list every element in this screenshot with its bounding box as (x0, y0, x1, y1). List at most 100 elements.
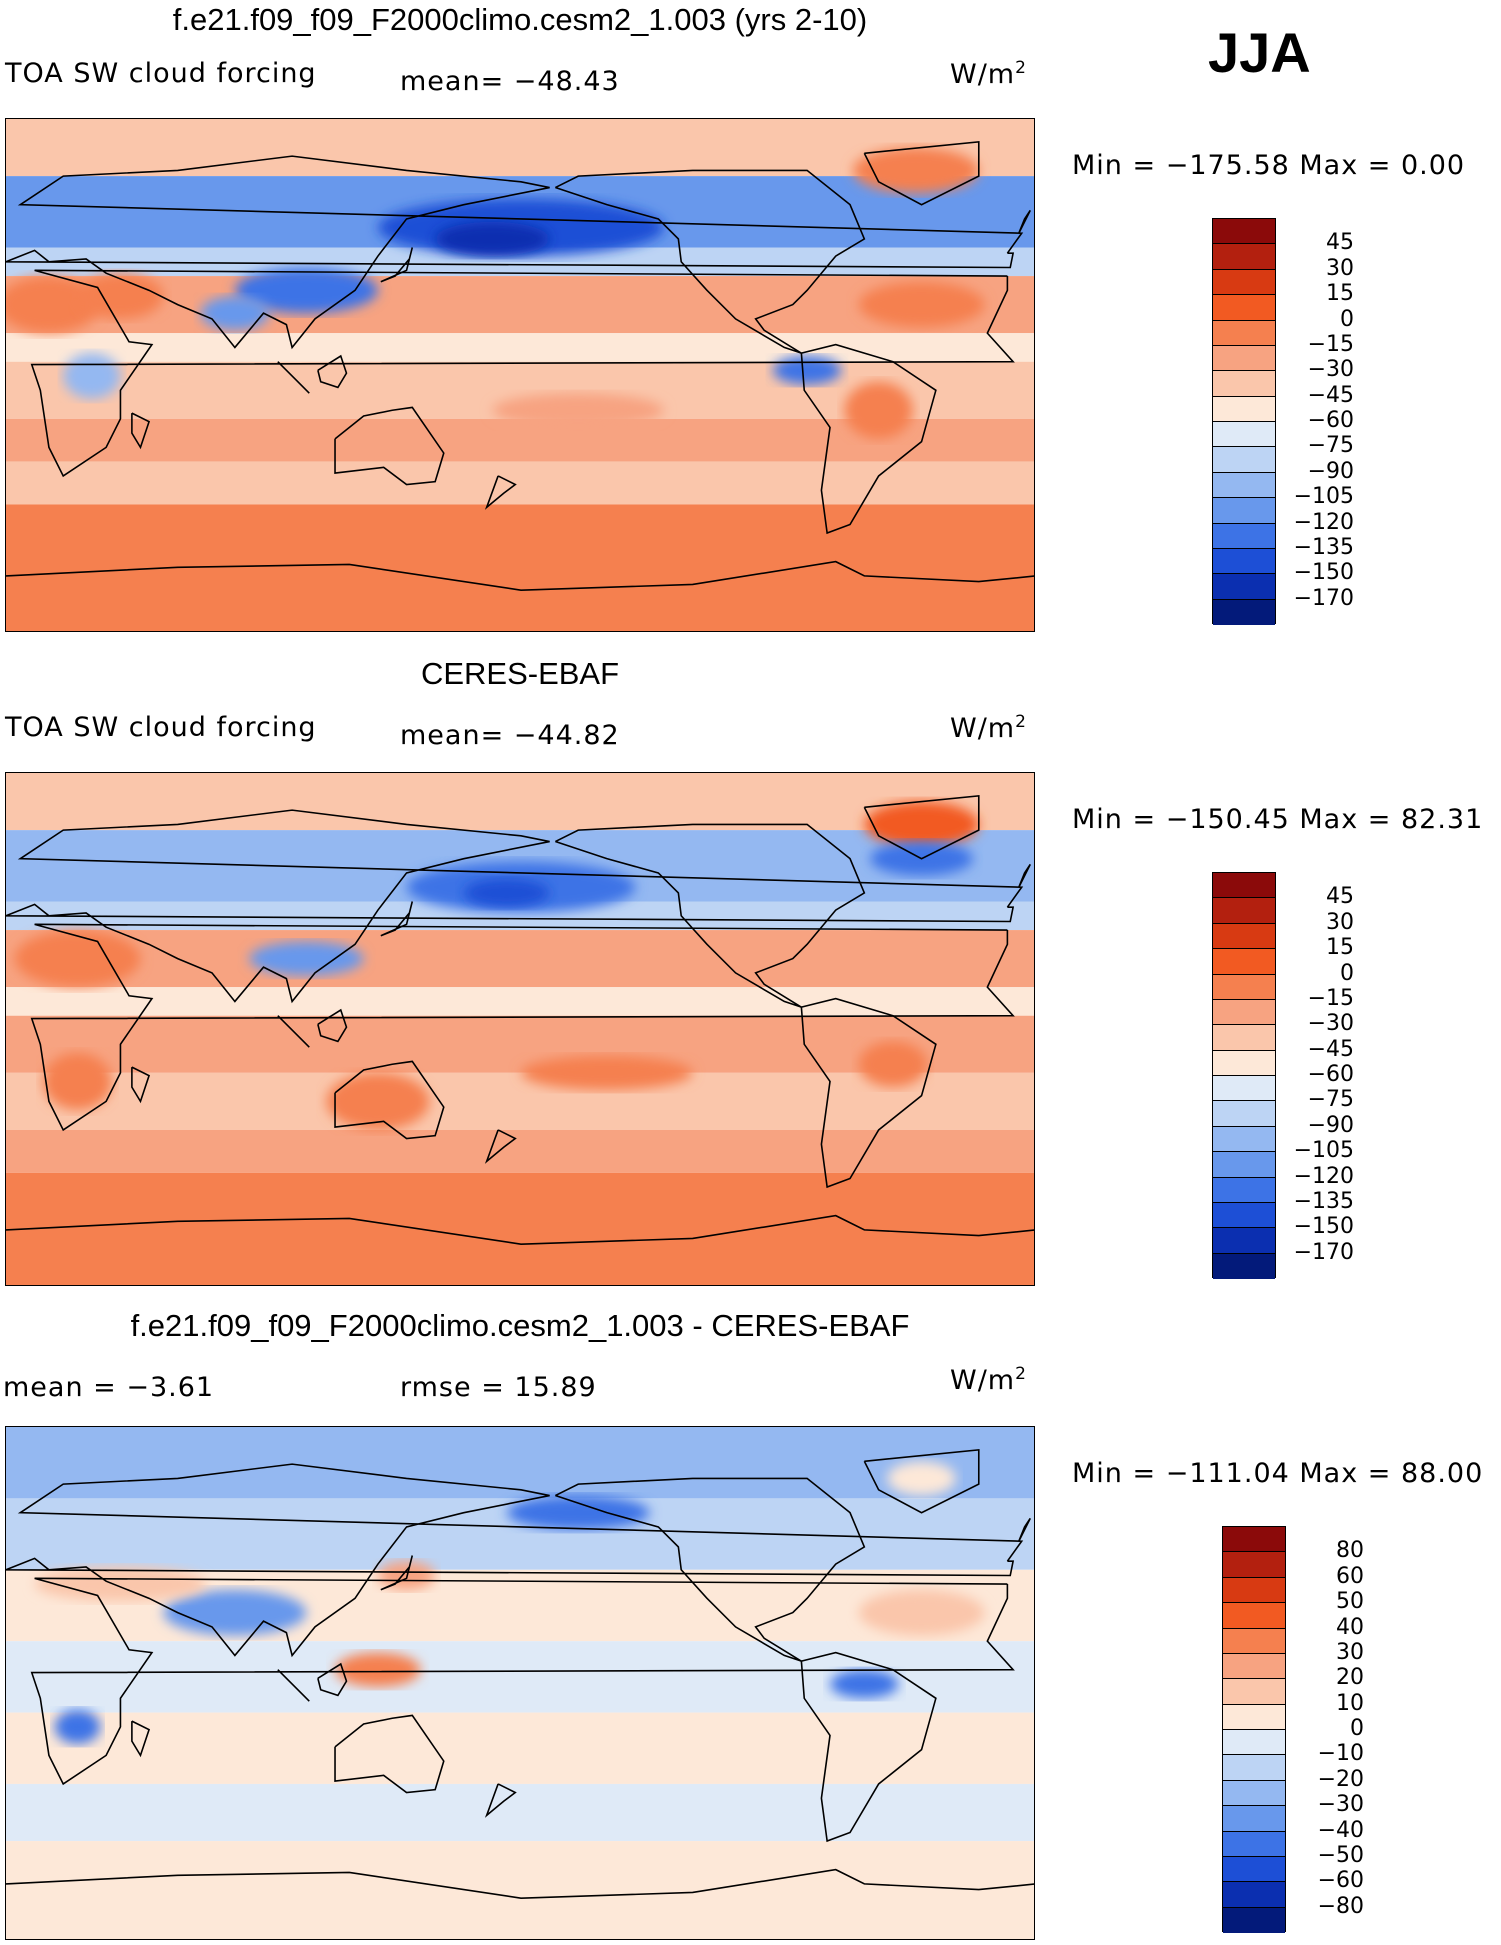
colorbar-swatch (1213, 548, 1275, 575)
colorbar-tick-label: 30 (1326, 909, 1354, 935)
colorbar-tick-label: −90 (1307, 1112, 1354, 1138)
colorbar-swatch (1223, 1856, 1285, 1883)
panel3-mean-label: mean = −3.61 (3, 1372, 215, 1403)
coastline (800, 1651, 937, 1843)
colorbar-tick-label: −120 (1293, 509, 1354, 535)
field-anomaly (772, 356, 842, 385)
colorbar-swatch (1223, 1831, 1285, 1857)
coastline (334, 1060, 445, 1140)
panel3-minmax: Min = −111.04 Max = 88.00 (1072, 1458, 1484, 1489)
coastline (380, 247, 414, 283)
colorbar-tick-label: −15 (1307, 331, 1354, 357)
lat-band (6, 1783, 1034, 1842)
coastline (277, 1669, 310, 1702)
coastline (863, 140, 980, 206)
colorbar-swatch (1213, 472, 1275, 499)
colorbar-tick-label: −10 (1317, 1741, 1364, 1767)
panel1-title: f.e21.f09_f09_F2000climo.cesm2_1.003 (yr… (172, 2, 868, 37)
coastline (484, 1129, 517, 1164)
colorbar-swatch (1223, 1806, 1285, 1832)
colorbar-tick-label: −135 (1293, 1188, 1354, 1214)
coastline (484, 1783, 517, 1818)
panel3-rmse-label: rmse = 15.89 (400, 1372, 597, 1403)
panel2-map (5, 772, 1035, 1286)
panel1-map-svg (6, 119, 1034, 631)
colorbar-tick-label: −45 (1307, 1036, 1354, 1062)
colorbar-swatch (1213, 949, 1275, 975)
season-label: JJA (1208, 21, 1311, 84)
field-anomaly (521, 1055, 693, 1090)
colorbar-swatch (1213, 1202, 1275, 1229)
colorbar-swatch (1223, 1628, 1285, 1654)
colorbar-tick-label: 60 (1336, 1563, 1364, 1589)
coastline (30, 269, 1015, 478)
coastline (863, 1448, 980, 1514)
coastline (6, 560, 1034, 591)
field-anomaly (844, 381, 913, 439)
panel1-units: W/m2 (950, 58, 1027, 90)
colorbar-swatch (1213, 574, 1275, 600)
colorbar-swatch (1213, 1253, 1275, 1279)
coastline (131, 1066, 151, 1104)
coastline (800, 343, 937, 535)
colorbar-tick-label: −75 (1307, 433, 1354, 459)
colorbar-tick-label: 45 (1326, 884, 1354, 910)
panel2-variable-label: TOA SW cloud forcing (5, 712, 317, 743)
colorbar-tick-label: −135 (1293, 534, 1354, 560)
panel1-variable-label: TOA SW cloud forcing (5, 58, 317, 89)
field-anomaly (43, 1052, 112, 1110)
colorbar-swatch (1213, 1101, 1275, 1127)
field-anomaly (200, 296, 270, 331)
colorbar-tick-label: −170 (1293, 1239, 1354, 1265)
colorbar-tick-label: −170 (1293, 585, 1354, 611)
coastline (277, 1015, 310, 1048)
coastline (554, 823, 866, 1008)
field-anomaly (63, 353, 121, 399)
colorbar-tick-label: −105 (1293, 484, 1354, 510)
colorbar-tick-label: −50 (1317, 1842, 1364, 1868)
field-anomaly (335, 1652, 421, 1687)
coastline (554, 1477, 866, 1662)
panel2-units: W/m2 (950, 712, 1027, 744)
colorbar-tick-label: 80 (1336, 1538, 1364, 1564)
colorbar-swatch (1213, 523, 1275, 549)
colorbar-swatch (1213, 1152, 1275, 1178)
colorbar-tick-label: −15 (1307, 985, 1354, 1011)
coastline (317, 354, 348, 389)
coastline (380, 901, 414, 937)
panel2-map-svg (6, 773, 1034, 1285)
coastline (317, 1008, 348, 1043)
colorbar-swatch (1213, 219, 1275, 245)
lat-band (6, 333, 1034, 362)
colorbar-tick-label: 30 (1326, 255, 1354, 281)
coastline (131, 1720, 151, 1758)
colorbar-tick-label: −60 (1307, 408, 1354, 433)
colorbar-tick-label: −60 (1317, 1868, 1364, 1894)
colorbar-swatch (1223, 1527, 1285, 1553)
colorbar-swatch (1213, 599, 1275, 625)
colorbar-tick-label: 10 (1336, 1690, 1364, 1716)
field-anomaly (830, 1669, 899, 1699)
coastline (800, 997, 937, 1189)
lat-band (6, 461, 1034, 505)
colorbar-tick-label: −80 (1317, 1893, 1364, 1919)
field-anomaly (887, 1461, 956, 1496)
coastline (380, 1555, 414, 1591)
coastline (30, 923, 1015, 1132)
coastline (863, 794, 980, 860)
field-anomaly (435, 221, 550, 257)
coastline (6, 1214, 1034, 1245)
colorbar-tick-label: 0 (1340, 306, 1354, 332)
coastline (6, 809, 1024, 1004)
colorbar-tick-label: −30 (1317, 1792, 1364, 1818)
colorbar-swatch (1213, 898, 1275, 924)
colorbar-swatch (1213, 371, 1275, 397)
colorbar-tick-label: 20 (1336, 1665, 1364, 1691)
lat-band (6, 930, 1034, 988)
coastline (484, 475, 517, 510)
colorbar-swatch (1213, 345, 1275, 372)
panel1-mean-label: mean= −48.43 (400, 66, 620, 97)
colorbar-tick-label: −150 (1293, 1214, 1354, 1240)
colorbar-tick-label: −105 (1293, 1138, 1354, 1164)
panel3-map (5, 1426, 1035, 1940)
